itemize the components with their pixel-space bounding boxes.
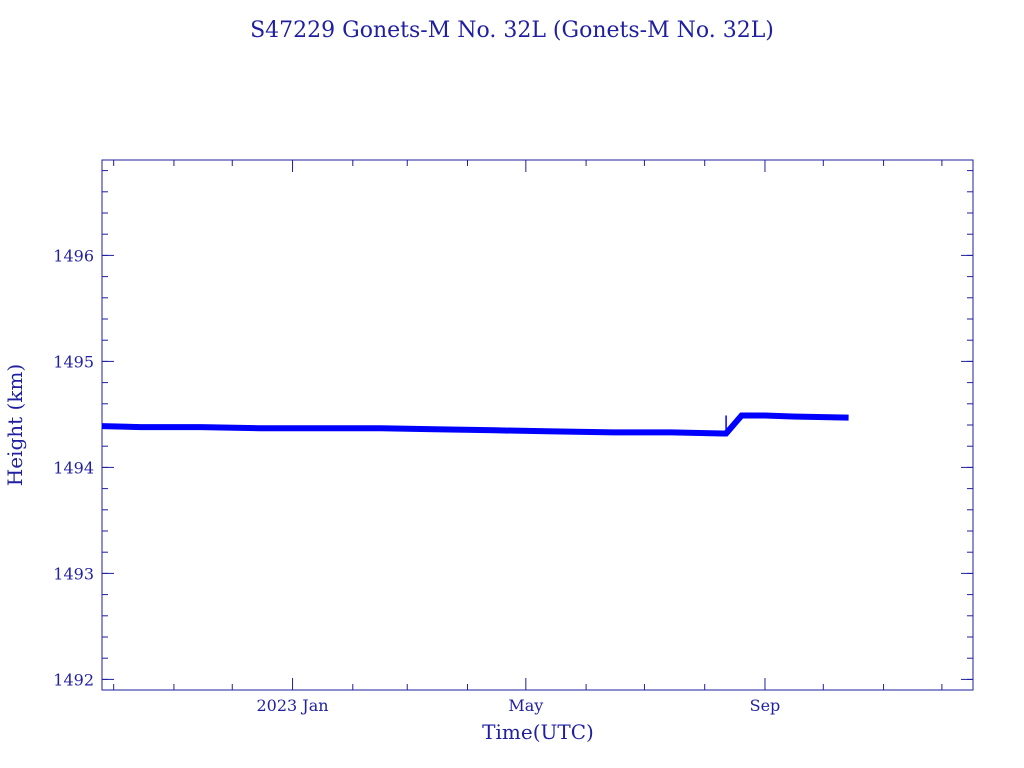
y-tick-label: 1493	[53, 564, 94, 583]
tick-labels: 1492 1493 1494 1495 1496 2023 Jan May Sep	[53, 246, 780, 715]
plot-area: 1492 1493 1494 1495 1496 2023 Jan May Sep	[53, 159, 974, 715]
y-axis-label: Height (km)	[3, 364, 27, 486]
series-group	[101, 412, 849, 437]
height-series-line	[101, 412, 849, 437]
x-tick-label: Sep	[750, 696, 781, 715]
x-tick-label: May	[508, 696, 543, 715]
x-axis-label: Time(UTC)	[482, 720, 594, 744]
y-tick-label: 1494	[53, 458, 94, 477]
chart-title: S47229 Gonets-M No. 32L (Gonets-M No. 32…	[250, 18, 774, 43]
axis-ticks	[102, 160, 973, 690]
y-tick-label: 1496	[53, 246, 94, 265]
y-tick-label: 1495	[53, 352, 94, 371]
y-tick-label: 1492	[53, 670, 94, 689]
x-tick-label: 2023 Jan	[257, 696, 329, 715]
